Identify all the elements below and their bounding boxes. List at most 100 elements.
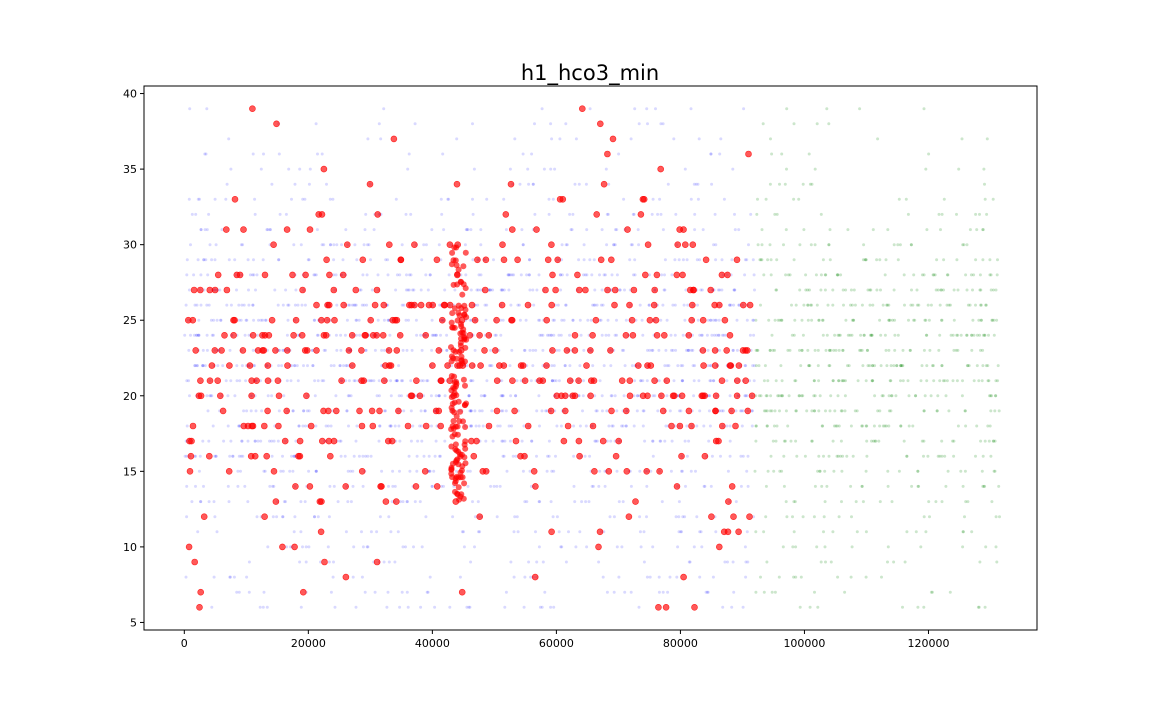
data-point (617, 152, 621, 156)
data-point (468, 605, 472, 609)
data-point (889, 394, 893, 398)
data-point (409, 273, 413, 277)
data-point (785, 167, 788, 171)
data-point (775, 288, 779, 292)
data-point (772, 424, 776, 428)
data-point (751, 318, 755, 322)
data-point (865, 424, 869, 428)
data-point (236, 484, 240, 488)
data-point (792, 530, 796, 534)
data-point (770, 152, 774, 156)
data-point (879, 333, 883, 337)
data-point (622, 331, 630, 339)
data-point (909, 243, 913, 247)
data-point (870, 439, 873, 443)
data-point (470, 452, 478, 460)
data-point (878, 409, 882, 413)
data-point (313, 318, 317, 322)
data-point (677, 500, 681, 504)
data-point (966, 303, 970, 307)
data-point (908, 348, 912, 352)
data-point (979, 303, 983, 307)
data-point (564, 122, 568, 126)
data-point (260, 422, 268, 430)
data-point (320, 165, 328, 173)
data-point (870, 333, 874, 337)
data-point (778, 409, 781, 413)
data-point (994, 394, 997, 398)
data-point (771, 348, 775, 352)
data-point (732, 590, 736, 594)
data-point (446, 241, 454, 248)
data-point (453, 288, 457, 292)
data-point (878, 258, 882, 262)
data-point (887, 318, 891, 322)
data-point (423, 409, 427, 413)
data-point (420, 424, 423, 428)
data-point (468, 424, 472, 428)
data-point (246, 500, 250, 504)
data-point (994, 394, 998, 398)
data-point (672, 379, 676, 383)
data-point (282, 500, 286, 504)
data-point (237, 590, 241, 594)
data-point (344, 379, 348, 383)
data-point (211, 286, 219, 294)
data-point (340, 243, 343, 247)
data-point (816, 364, 820, 368)
y-tick-label: 40 (123, 88, 137, 101)
data-point (990, 500, 994, 504)
data-point (788, 348, 792, 352)
data-point (828, 228, 832, 232)
data-point (304, 545, 308, 549)
data-point (537, 273, 541, 277)
data-point (762, 379, 766, 383)
data-point (334, 394, 338, 398)
data-point (408, 273, 411, 277)
data-point (649, 469, 653, 473)
data-point (521, 452, 528, 460)
data-point (411, 288, 415, 292)
data-point (332, 364, 336, 368)
data-point (739, 409, 743, 413)
data-point (861, 424, 864, 428)
data-point (502, 454, 506, 458)
data-point (489, 348, 493, 352)
data-point (744, 575, 748, 579)
data-point (638, 303, 642, 307)
data-point (352, 379, 356, 383)
data-point (324, 348, 327, 352)
data-point (681, 515, 685, 519)
data-point (964, 500, 968, 504)
data-point (923, 318, 927, 322)
data-point (304, 560, 308, 564)
data-point (577, 258, 581, 262)
data-point (382, 348, 386, 352)
data-point (380, 377, 388, 385)
data-point (883, 424, 887, 428)
data-point (925, 379, 929, 383)
data-point (728, 407, 735, 415)
data-point (566, 377, 574, 385)
data-point (674, 348, 678, 352)
data-point (988, 273, 992, 277)
data-point (741, 605, 745, 609)
data-point (390, 500, 394, 504)
data-point (892, 560, 896, 564)
data-point (835, 424, 839, 428)
data-point (643, 467, 651, 475)
data-point (543, 590, 547, 594)
data-point (871, 228, 875, 232)
data-point (283, 226, 291, 233)
data-point (425, 590, 429, 594)
data-point (517, 303, 521, 307)
data-point (914, 530, 918, 534)
data-point (313, 379, 317, 383)
data-point (503, 439, 507, 443)
data-point (423, 409, 427, 413)
data-point (942, 258, 946, 262)
data-point (638, 530, 642, 534)
data-point (593, 211, 601, 218)
data-point (502, 288, 506, 292)
data-point (780, 469, 784, 473)
